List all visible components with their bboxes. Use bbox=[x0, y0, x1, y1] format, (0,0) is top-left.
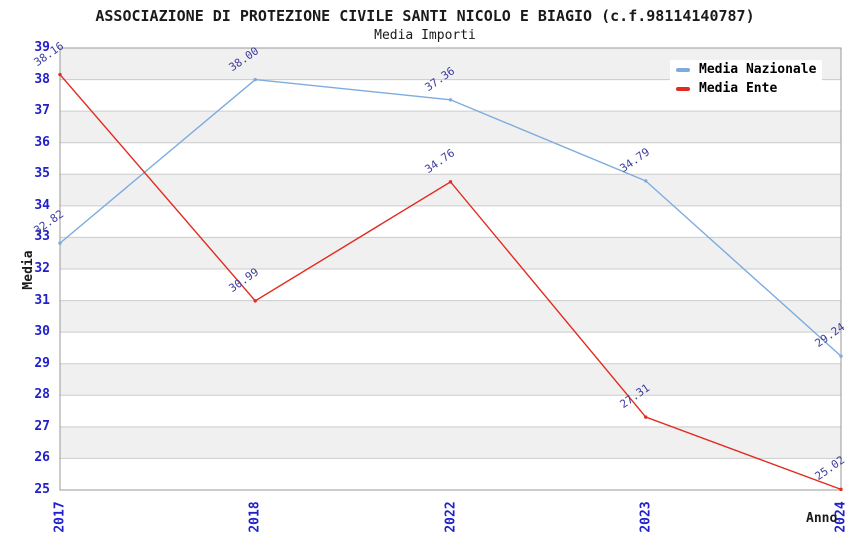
y-tick-label: 28 bbox=[34, 387, 50, 403]
band bbox=[60, 205, 841, 238]
y-tick-label: 31 bbox=[34, 292, 50, 308]
band bbox=[60, 142, 841, 175]
x-tick-label: 2018 bbox=[247, 501, 263, 533]
y-tick-label: 35 bbox=[34, 166, 50, 182]
y-tick-label: 29 bbox=[34, 355, 50, 371]
data-point-media-ente bbox=[644, 415, 648, 419]
y-tick-label: 36 bbox=[34, 134, 50, 150]
data-point-media-ente bbox=[253, 299, 257, 303]
y-tick-label: 32 bbox=[34, 261, 50, 276]
x-tick-label: 2023 bbox=[638, 501, 654, 533]
y-tick-label: 34 bbox=[34, 197, 50, 213]
data-point-media-nazionale bbox=[253, 77, 257, 82]
data-point-media-ente bbox=[448, 180, 453, 184]
band bbox=[60, 174, 841, 206]
data-point-media-nazionale bbox=[448, 98, 453, 102]
data-point-media-nazionale bbox=[839, 354, 843, 358]
y-tick-label: 37 bbox=[34, 103, 50, 119]
y-tick-label: 30 bbox=[34, 324, 50, 340]
chart-title: ASSOCIAZIONE DI PROTEZIONE CIVILE SANTI … bbox=[95, 7, 755, 25]
band bbox=[60, 426, 841, 459]
media-nazionale-line-swatch bbox=[676, 67, 690, 72]
data-point-media-ente bbox=[58, 72, 62, 77]
band bbox=[60, 458, 841, 490]
legend-label: Media Ente bbox=[699, 81, 778, 96]
y-tick-label: 39 bbox=[34, 40, 50, 55]
band bbox=[60, 237, 841, 269]
legend: Media Nazionale Media Ente bbox=[670, 60, 823, 98]
media-ente-line-swatch bbox=[676, 86, 690, 91]
x-tick-label: 2022 bbox=[443, 501, 458, 533]
band bbox=[60, 395, 841, 427]
y-tick-label: 25 bbox=[34, 482, 50, 497]
plot-border bbox=[59, 47, 842, 491]
data-point-media-nazionale bbox=[58, 241, 62, 245]
y-tick-label: 27 bbox=[34, 418, 50, 434]
band bbox=[60, 111, 841, 143]
band bbox=[60, 363, 841, 396]
band bbox=[60, 300, 841, 333]
y-tick-label: 26 bbox=[34, 450, 50, 466]
data-point-media-nazionale bbox=[644, 179, 648, 183]
data-point-media-ente bbox=[839, 487, 843, 492]
y-tick-label: 38 bbox=[34, 71, 50, 87]
band bbox=[60, 269, 841, 301]
chart-subtitle: Media Importi bbox=[374, 28, 476, 43]
x-axis-title: Anno bbox=[806, 511, 838, 526]
legend-item-media-ente: Media Ente bbox=[670, 79, 823, 98]
band bbox=[60, 332, 841, 364]
legend-item-media-nazionale: Media Nazionale bbox=[670, 60, 823, 79]
y-axis-title: Media bbox=[21, 250, 37, 290]
y-tick-label: 33 bbox=[34, 229, 50, 245]
legend-label: Media Nazionale bbox=[699, 62, 817, 77]
x-tick-label: 2017 bbox=[52, 501, 68, 533]
